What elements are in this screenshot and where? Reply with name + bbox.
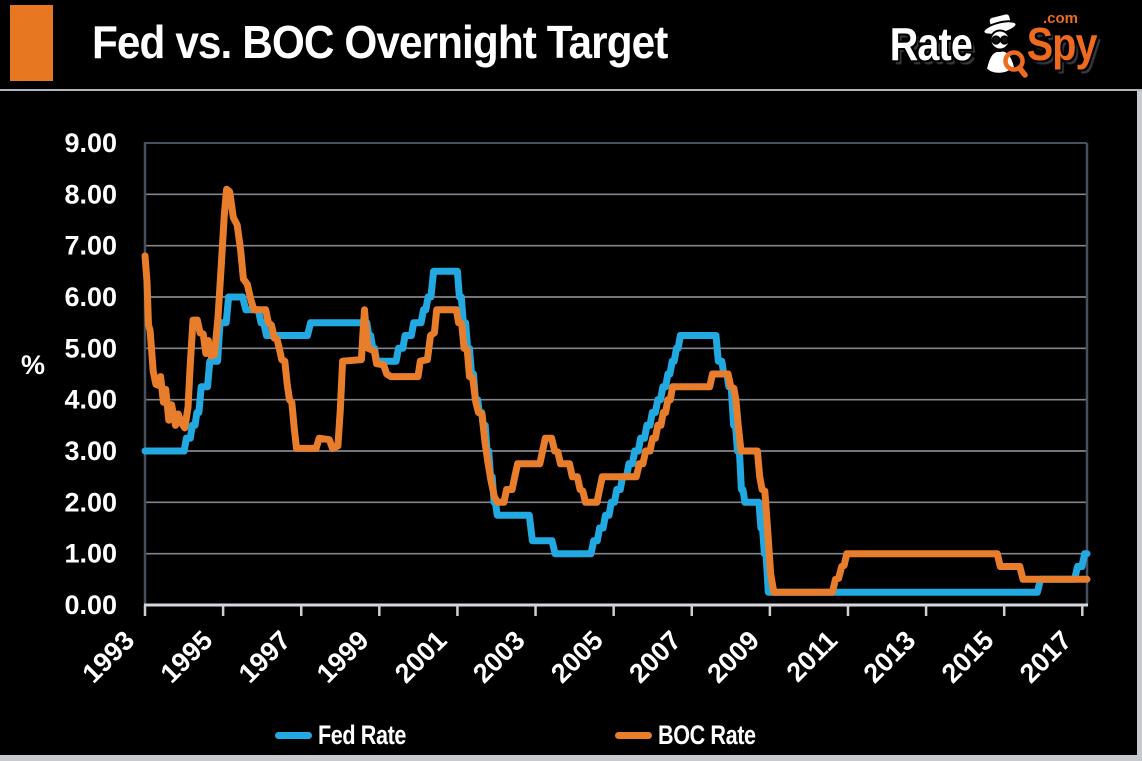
chart-legend: Fed Rate BOC Rate [0, 720, 1137, 752]
logo-text-rate: Rate [889, 18, 973, 70]
y-axis-tick-label: 2.00 [64, 487, 117, 517]
y-axis-tick-label: 9.00 [64, 128, 117, 158]
spy-icon [972, 11, 1028, 84]
y-axis-tick-label: 5.00 [64, 333, 117, 363]
y-axis-tick-label: 3.00 [64, 436, 117, 466]
logo-text-com: .com [1042, 10, 1078, 27]
boc-rate-line [141, 185, 1091, 596]
chart-canvas: 0.00 1.00 2.00 3.00 4.00 5.00 6.00 7.00 8.00 9.00… [21, 128, 1091, 689]
header: Fed vs. BOC Overnight Target Rate Spy .c… [0, 0, 1142, 91]
logo-text-spy: Spy [1026, 18, 1097, 70]
x-axis-tick-label: 2017 [1014, 625, 1078, 689]
fed-rate-line [141, 267, 1091, 596]
y-axis-tick-label: 1.00 [64, 539, 117, 569]
boc-rate-swatch [615, 731, 652, 739]
x-axis-tick-label: 1993 [77, 625, 141, 689]
chart-panel: 0.00 1.00 2.00 3.00 4.00 5.00 6.00 7.00 8.00 9.00… [0, 91, 1142, 761]
y-axis-tick-label: 0.00 [64, 590, 117, 620]
x-axis-tick-label: 2013 [858, 625, 922, 689]
legend-item-fed-rate: Fed Rate [275, 720, 428, 750]
fed-rate-swatch [275, 731, 312, 739]
y-axis-tick-label: 7.00 [64, 231, 117, 261]
legend-label-boc-rate: BOC Rate [658, 719, 756, 750]
y-axis-tick-label: 6.00 [64, 282, 117, 312]
x-axis-tick-label: 1999 [311, 625, 375, 689]
x-axis-tick-label: 2005 [545, 625, 609, 689]
x-axis-tick-label: 1995 [155, 625, 219, 689]
legend-item-boc-rate: BOC Rate [615, 720, 780, 750]
page-title: Fed vs. BOC Overnight Target [92, 16, 668, 68]
x-axis-tick-label: 2015 [936, 625, 1000, 689]
legend-label-fed-rate: Fed Rate [318, 719, 407, 750]
ratespy-logo: Rate Spy .com [883, 2, 1102, 86]
title-accent-bar [10, 5, 53, 81]
x-axis-tick-label: 2009 [701, 625, 765, 689]
y-axis-title: % [21, 350, 45, 380]
x-axis-tick-label: 2011 [781, 625, 844, 688]
x-axis-tick-label: 2003 [467, 625, 531, 689]
y-axis-tick-label: 8.00 [64, 179, 117, 209]
x-axis-tick-label: 1997 [233, 625, 297, 689]
y-axis-tick-label: 4.00 [64, 385, 117, 415]
x-axis-tick-label: 2007 [623, 625, 687, 689]
x-axis-tick-label: 2001 [389, 625, 453, 689]
